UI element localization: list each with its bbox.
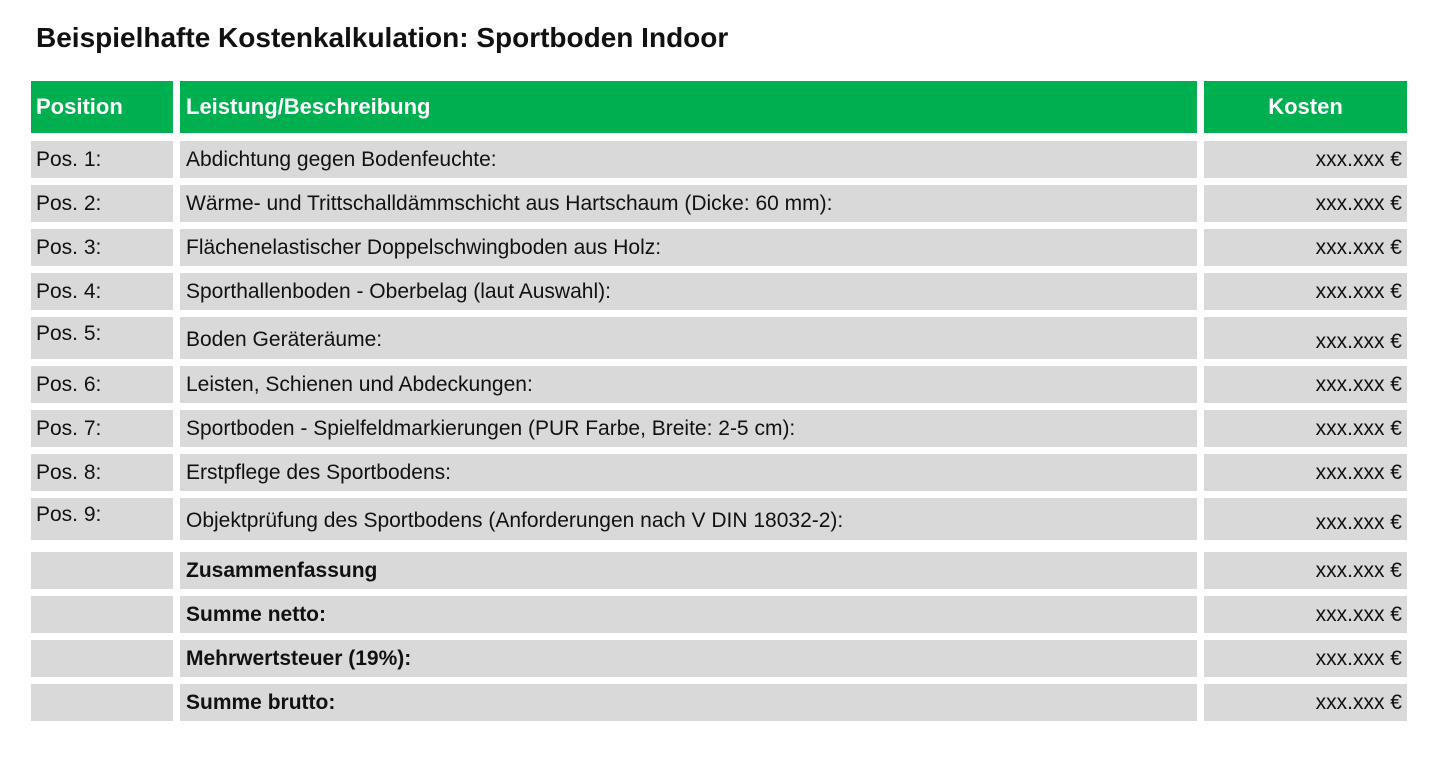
- cost-cell: xxx.xxx €: [1204, 366, 1407, 403]
- header-position: Position: [31, 81, 173, 133]
- description-cell: Objektprüfung des Sportbodens (Anforderu…: [180, 498, 1197, 540]
- summary-label: Zusammenfassung: [180, 552, 1197, 589]
- cost-cell: xxx.xxx €: [1204, 454, 1407, 491]
- description-cell: Erstpflege des Sportbodens:: [180, 454, 1197, 491]
- position-cell-empty: [31, 596, 173, 633]
- cost-cell: xxx.xxx €: [1204, 185, 1407, 222]
- page-title: Beispielhafte Kostenkalkulation: Sportbo…: [36, 22, 729, 53]
- cost-cell: xxx.xxx €: [1204, 410, 1407, 447]
- description-cell: Boden Geräteräume:: [180, 317, 1197, 359]
- position-cell: Pos. 6:: [31, 366, 173, 403]
- table-row: Pos. 9: Objektprüfung des Sportbodens (A…: [31, 498, 1411, 540]
- summary-cost: xxx.xxx €: [1204, 596, 1407, 633]
- summary-row: Summe netto: xxx.xxx €: [31, 596, 1411, 633]
- table-row: Pos. 7: Sportboden - Spielfeldmarkierung…: [31, 410, 1411, 447]
- description-cell: Leisten, Schienen und Abdeckungen:: [180, 366, 1197, 403]
- description-cell: Flächenelastischer Doppelschwingboden au…: [180, 229, 1197, 266]
- table-row: Pos. 1: Abdichtung gegen Bodenfeuchte: x…: [31, 141, 1411, 178]
- header-description: Leistung/Beschreibung: [180, 81, 1197, 133]
- cost-cell: xxx.xxx €: [1204, 229, 1407, 266]
- summary-cost: xxx.xxx €: [1204, 552, 1407, 589]
- cost-cell: xxx.xxx €: [1204, 498, 1407, 540]
- position-cell: Pos. 8:: [31, 454, 173, 491]
- position-cell: Pos. 4:: [31, 273, 173, 310]
- table-row: Pos. 2: Wärme- und Trittschalldämmschich…: [31, 185, 1411, 222]
- summary-label: Mehrwertsteuer (19%):: [180, 640, 1197, 677]
- summary-label: Summe brutto:: [180, 684, 1197, 721]
- description-cell: Abdichtung gegen Bodenfeuchte:: [180, 141, 1197, 178]
- summary-cost: xxx.xxx €: [1204, 640, 1407, 677]
- summary-cost: xxx.xxx €: [1204, 684, 1407, 721]
- position-cell: Pos. 5:: [31, 317, 173, 359]
- position-cell-empty: [31, 552, 173, 589]
- position-cell: Pos. 3:: [31, 229, 173, 266]
- summary-row: Summe brutto: xxx.xxx €: [31, 684, 1411, 721]
- description-cell: Sportboden - Spielfeldmarkierungen (PUR …: [180, 410, 1197, 447]
- summary-row: Mehrwertsteuer (19%): xxx.xxx €: [31, 640, 1411, 677]
- description-cell: Wärme- und Trittschalldämmschicht aus Ha…: [180, 185, 1197, 222]
- table-row: Pos. 4: Sporthallenboden - Oberbelag (la…: [31, 273, 1411, 310]
- cost-cell: xxx.xxx €: [1204, 141, 1407, 178]
- summary-label: Summe netto:: [180, 596, 1197, 633]
- position-cell: Pos. 9:: [31, 498, 173, 540]
- summary-row: Zusammenfassung xxx.xxx €: [31, 552, 1411, 589]
- cost-cell: xxx.xxx €: [1204, 317, 1407, 359]
- table-row: Pos. 5: Boden Geräteräume: xxx.xxx €: [31, 317, 1411, 359]
- position-cell: Pos. 2:: [31, 185, 173, 222]
- position-cell-empty: [31, 684, 173, 721]
- header-cost: Kosten: [1204, 81, 1407, 133]
- position-cell: Pos. 1:: [31, 141, 173, 178]
- table-header-row: Position Leistung/Beschreibung Kosten: [31, 81, 1411, 133]
- position-cell: Pos. 7:: [31, 410, 173, 447]
- position-cell-empty: [31, 640, 173, 677]
- table-row: Pos. 6: Leisten, Schienen und Abdeckunge…: [31, 366, 1411, 403]
- cost-table: Position Leistung/Beschreibung Kosten Po…: [31, 81, 1411, 728]
- table-row: Pos. 3: Flächenelastischer Doppelschwing…: [31, 229, 1411, 266]
- table-row: Pos. 8: Erstpflege des Sportbodens: xxx.…: [31, 454, 1411, 491]
- cost-cell: xxx.xxx €: [1204, 273, 1407, 310]
- description-cell: Sporthallenboden - Oberbelag (laut Auswa…: [180, 273, 1197, 310]
